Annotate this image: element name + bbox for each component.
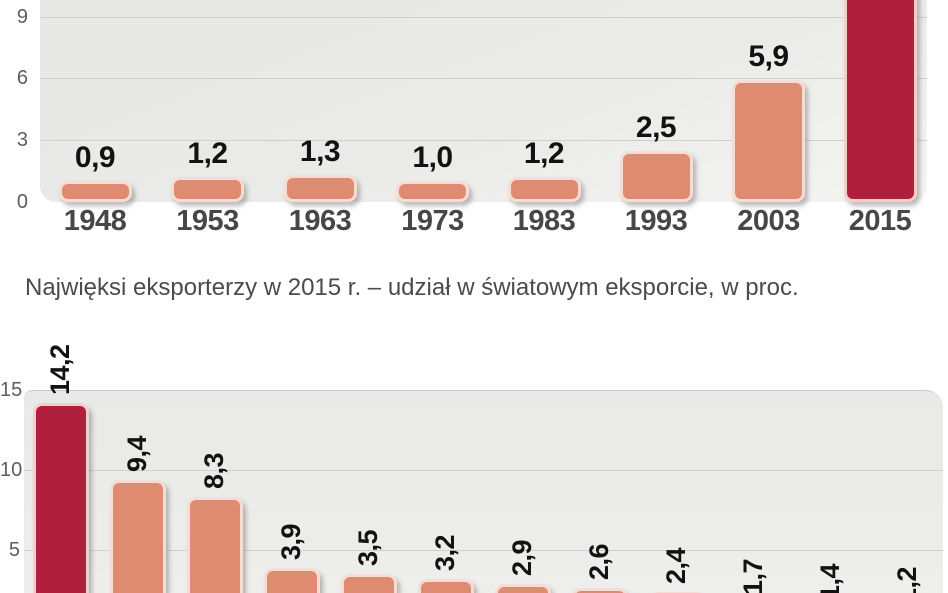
bar-1953 xyxy=(171,177,244,202)
bar-value-label: 1,2 xyxy=(892,566,922,593)
grid-line-5 xyxy=(24,550,943,551)
bar-2003 xyxy=(732,80,805,202)
bar-rank-2 xyxy=(109,479,166,593)
bar-value-label: 3,9 xyxy=(276,523,306,560)
bar-value-label: 3,5 xyxy=(353,529,383,566)
bar-1963 xyxy=(283,175,357,202)
bar-rank-8 xyxy=(571,588,628,593)
y-tick-label-0: 0 xyxy=(16,191,28,213)
bar-value-label: 9,4 xyxy=(122,435,152,472)
grid-line-9 xyxy=(40,16,927,18)
bar-value-label: 5,9 xyxy=(748,40,789,74)
bar-rank-3 xyxy=(186,497,243,593)
bar-value-label: 3,2 xyxy=(430,534,460,571)
bar-value-label: 1,2 xyxy=(187,137,228,171)
bar-rank-6 xyxy=(417,578,474,593)
x-tick-label-2003: 2003 xyxy=(737,205,800,237)
x-tick-label-1973: 1973 xyxy=(401,205,464,237)
grid-line-6 xyxy=(40,78,927,80)
bar-1948 xyxy=(58,181,132,202)
y-tick-label-10: 10 xyxy=(0,459,23,481)
bar-value-label: 1,7 xyxy=(738,558,768,593)
bar-value-label: 1,3 xyxy=(299,135,341,169)
bar-value-label: 1,2 xyxy=(523,137,565,171)
bar-rank-5 xyxy=(340,574,397,593)
bar-rank-1 xyxy=(32,402,89,593)
grid-line-3 xyxy=(40,140,927,142)
bar-value-label: 2,4 xyxy=(661,547,691,584)
x-tick-label-1963: 1963 xyxy=(288,205,352,237)
bar-value-label: 14,2 xyxy=(45,344,75,395)
y-tick-label-9: 9 xyxy=(16,5,28,28)
bar-value-label: 1,4 xyxy=(815,563,845,593)
bar-1983 xyxy=(507,177,581,202)
y-tick-label-3: 3 xyxy=(16,129,28,152)
bar-value-label: 1,0 xyxy=(412,141,453,174)
chart-export-share-by-year: 0 3 6 9 0,9 1948 1,2 1953 1,3 1963 1,0 1973 1,2 1983 2… xyxy=(0,0,948,244)
x-tick-label-1993: 1993 xyxy=(624,205,688,237)
bar-value-label: 8,3 xyxy=(199,453,229,490)
bar-value-label: 2,6 xyxy=(584,544,614,581)
x-tick-label-1948: 1948 xyxy=(63,205,127,237)
y-tick-label-5: 5 xyxy=(8,539,20,561)
y-tick-label-6: 6 xyxy=(16,67,28,90)
bar-value-label: 2,5 xyxy=(635,110,677,144)
bar-1973 xyxy=(396,181,469,202)
chart-largest-exporters-2015: 5 10 15 14,2 9,4 8,3 3,9 3,5 3,2 2,9 2,6 2,4 1,7 1,4 1… xyxy=(0,320,948,593)
bar-1993 xyxy=(619,150,693,202)
bar-value-label: 0,9 xyxy=(74,141,116,174)
y-tick-label-15: 15 xyxy=(0,379,23,401)
bottom-chart-title: Najwięksi eksporterzy w 2015 r. – udział… xyxy=(25,274,799,301)
x-tick-label-1953: 1953 xyxy=(176,205,239,237)
bar-value-label: 2,9 xyxy=(507,539,537,576)
x-tick-label-2015: 2015 xyxy=(848,205,912,237)
bar-rank-7 xyxy=(494,583,551,593)
grid-line-10 xyxy=(24,470,943,471)
bar-2015 xyxy=(843,0,917,202)
x-tick-label-1983: 1983 xyxy=(512,205,576,237)
bottom-chart-plot-area xyxy=(24,390,943,593)
bar-rank-4 xyxy=(263,567,320,593)
